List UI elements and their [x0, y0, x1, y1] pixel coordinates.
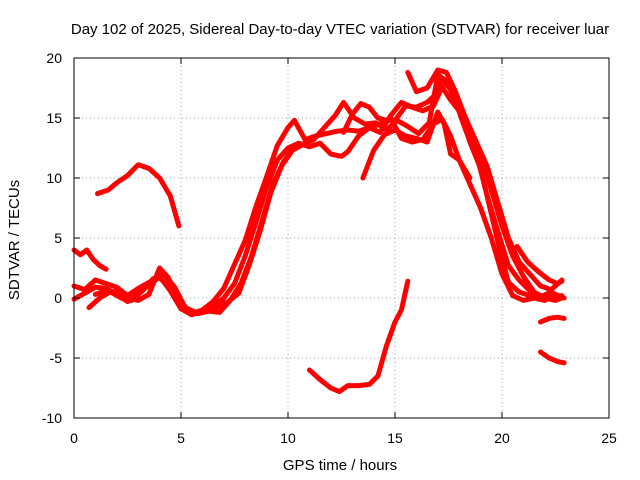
series-line-arc-1: [95, 162, 182, 229]
series-line-arc-14: [514, 243, 565, 287]
y-tick-label: 0: [54, 290, 62, 306]
y-tick-label: -5: [50, 350, 63, 366]
series-line-arc-10: [341, 77, 565, 303]
data-series: [71, 67, 567, 395]
series-line-arc-12: [360, 109, 473, 181]
series-line-arc-15: [538, 314, 567, 325]
y-tick-label: 10: [46, 170, 62, 186]
chart-title: Day 102 of 2025, Sidereal Day-to-day VTE…: [71, 21, 609, 38]
x-axis-label: GPS time / hours: [283, 457, 397, 474]
x-tick-label: 15: [387, 430, 403, 446]
y-tick-label: 20: [46, 50, 62, 66]
series-line-arc-6: [92, 140, 308, 317]
axis-ticks: 0 5 10 15 20 25 -10 -5 0 5 10 15 20: [42, 50, 617, 446]
y-tick-label: -10: [42, 410, 62, 426]
x-tick-label: 10: [280, 430, 296, 446]
series-line-arc-16: [538, 349, 567, 366]
series-line-arc-2: [71, 247, 109, 272]
y-tick-label: 5: [54, 230, 62, 246]
series-line-arc-13: [306, 278, 411, 395]
y-axis-label: SDTVAR / TECUs: [6, 180, 23, 300]
x-tick-label: 0: [70, 430, 78, 446]
x-tick-label: 5: [177, 430, 185, 446]
series-line-arc-11: [405, 67, 565, 293]
x-tick-label: 20: [494, 430, 510, 446]
y-tick-label: 15: [46, 110, 62, 126]
grid-lines: [74, 58, 609, 418]
x-tick-label: 25: [601, 430, 617, 446]
